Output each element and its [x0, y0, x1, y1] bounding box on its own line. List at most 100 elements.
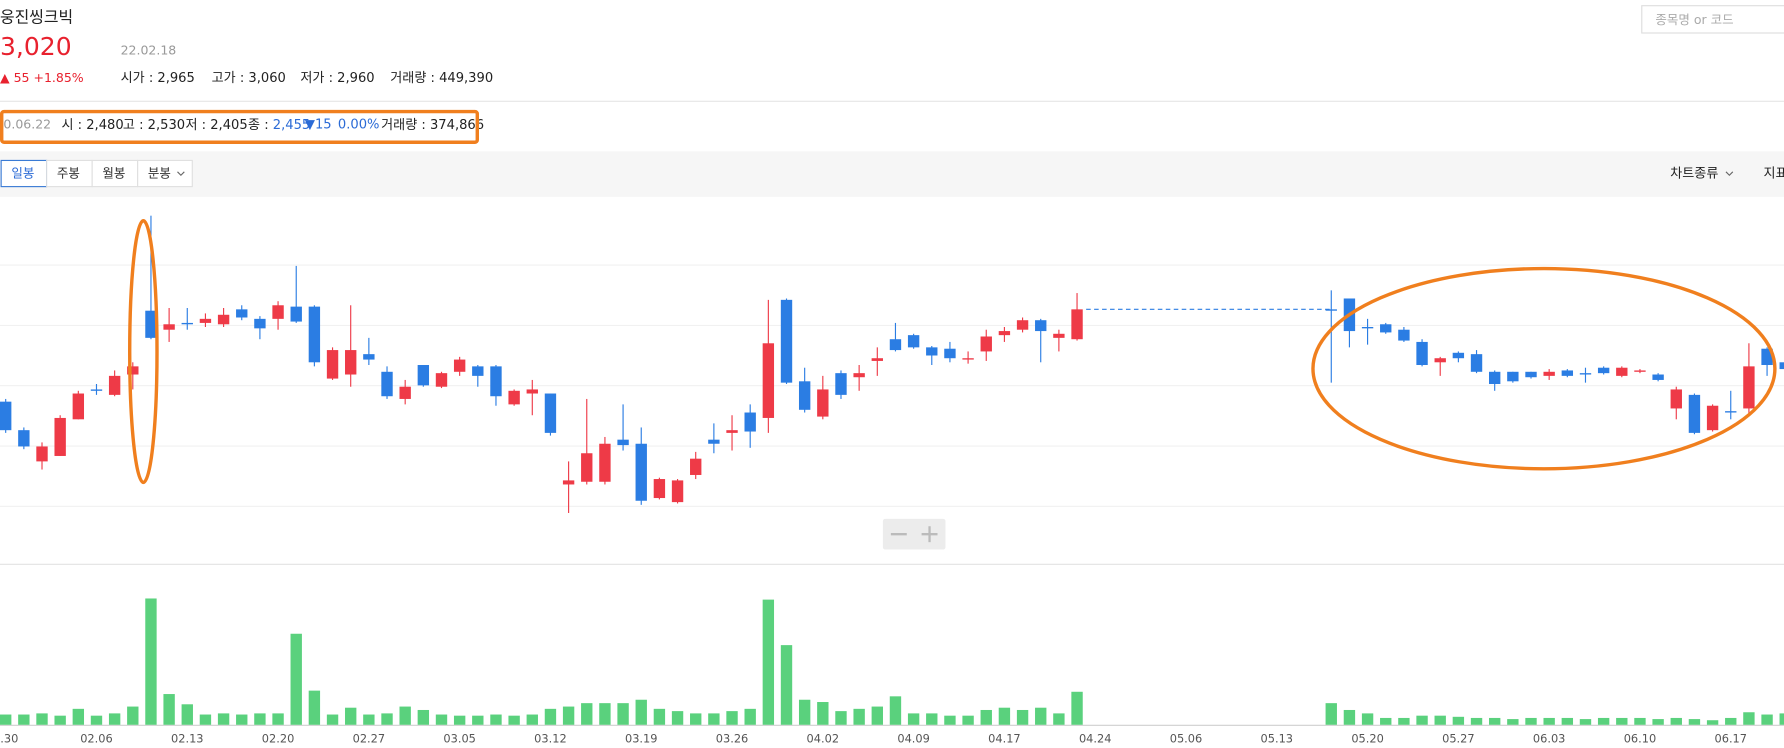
info-value: 2,480 — [86, 118, 123, 133]
volume-bar — [236, 714, 248, 725]
volume-bar — [798, 699, 811, 725]
candle-body — [272, 305, 284, 319]
x-tick-label: 06.17 — [1714, 732, 1747, 746]
volume-bar — [90, 715, 103, 725]
stat: 고가 : 3,060 — [212, 70, 286, 86]
volume-bar — [381, 713, 393, 725]
volume-bar — [1035, 707, 1047, 725]
candle-body — [944, 348, 956, 359]
candle-body — [1470, 354, 1483, 372]
chevron — [177, 171, 185, 177]
volume-bar — [345, 707, 357, 725]
info-item: 저 : 2,405 — [185, 117, 247, 133]
candle-body — [181, 322, 193, 325]
toolbar-buttons: 일봉 주봉 월봉 분봉 차트종류 지표 — [0, 159, 1784, 188]
period-button[interactable] — [0, 159, 48, 188]
menu-label[interactable]: 차트종류 — [1670, 166, 1718, 182]
toolbar — [0, 151, 1784, 197]
volume-bar — [1361, 713, 1374, 725]
candle-body — [1616, 367, 1628, 376]
candle-body — [417, 365, 430, 386]
candle-body — [108, 375, 121, 395]
volume-bar — [1325, 703, 1337, 725]
candle-body — [690, 458, 702, 475]
candle-body — [907, 335, 920, 348]
x-tick-label: 04.09 — [897, 732, 930, 746]
candle-body — [90, 389, 103, 391]
volume-bar — [217, 713, 230, 725]
volume-bar — [1688, 719, 1701, 725]
x-tick-label: 04.02 — [807, 732, 840, 746]
candle-body — [36, 446, 48, 462]
period-button[interactable] — [46, 159, 93, 188]
stat: 거래량 : 449,390 — [390, 70, 493, 86]
period-button[interactable] — [91, 159, 139, 188]
volume-bar — [272, 713, 284, 725]
volume-bar — [1706, 720, 1719, 725]
volume-bar — [653, 708, 666, 725]
volume-bar — [435, 714, 448, 725]
volume-bar — [1434, 715, 1446, 725]
volume-bar — [54, 715, 66, 725]
candle-body — [889, 339, 902, 351]
volume-bar — [1343, 709, 1356, 725]
candle-body — [1380, 324, 1392, 333]
volume-bar — [1652, 719, 1664, 725]
candle-body — [998, 331, 1011, 336]
candle-body — [1579, 373, 1592, 375]
menu-label[interactable]: 지표 — [1764, 166, 1784, 182]
zoom-control[interactable] — [882, 518, 946, 550]
candle-body — [381, 371, 393, 397]
volume-bar — [399, 706, 411, 725]
x-tick-label: 06.03 — [1533, 732, 1566, 746]
volume-bar — [907, 713, 920, 725]
volume-bar — [453, 715, 466, 725]
volume-bar — [690, 713, 702, 725]
candle-body — [1071, 309, 1083, 340]
candle-body — [1053, 333, 1065, 338]
volume-bar — [1561, 717, 1574, 725]
info-item: 종 : 2,455 — [248, 118, 310, 133]
candle-body — [472, 366, 484, 376]
volume-bar — [835, 711, 847, 725]
volume-bar — [290, 633, 302, 725]
volume-bar — [1579, 719, 1592, 725]
candle-body — [1434, 358, 1446, 363]
volume-bar — [1725, 717, 1737, 725]
volume-bar — [254, 713, 266, 725]
candle-body — [1507, 371, 1519, 382]
volume-bar — [780, 645, 793, 725]
x-tick-label: 05.27 — [1442, 732, 1475, 746]
candle-body — [1489, 371, 1501, 385]
volume-bar — [1489, 717, 1501, 725]
volume-bar — [635, 699, 647, 725]
volume-bar — [998, 707, 1011, 725]
volume-bar — [1616, 717, 1628, 725]
candle-body — [744, 412, 756, 432]
search-placeholder: 종목명 or 코드 — [1655, 12, 1733, 27]
candle-body — [72, 393, 85, 420]
volume-bar — [1525, 717, 1537, 725]
candle-body — [526, 389, 538, 394]
volume-bar — [581, 703, 593, 725]
volume-bar — [36, 713, 48, 725]
volume-bar — [326, 714, 339, 725]
search-box[interactable] — [1641, 5, 1784, 34]
info-item: 거래량 : 374,866 — [381, 117, 484, 133]
candle-body — [762, 343, 775, 418]
candle-body — [1361, 326, 1374, 329]
volume-bar — [1380, 717, 1392, 725]
volume-bar — [562, 706, 575, 725]
candle-body — [1035, 320, 1047, 332]
x-tick-label: 05.13 — [1261, 732, 1294, 746]
candle-body — [1688, 394, 1701, 433]
candle-body — [1706, 405, 1719, 431]
candle-body — [490, 366, 502, 397]
volume-bar — [871, 706, 883, 725]
volume-bar — [308, 690, 321, 725]
volume-bar — [544, 708, 557, 725]
x-tick-label: 04.17 — [988, 732, 1021, 746]
volume-bar — [1779, 713, 1784, 725]
info-label: 저 : — [185, 117, 206, 133]
candle-body — [708, 439, 720, 444]
